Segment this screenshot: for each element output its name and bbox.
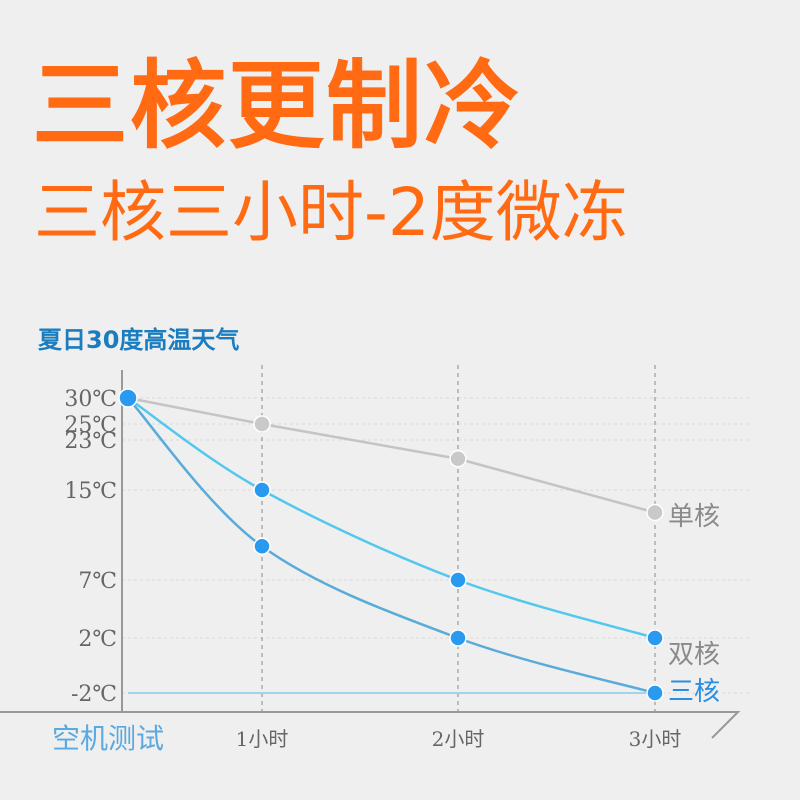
y-tick-label: 7℃ — [78, 569, 117, 594]
data-point — [449, 450, 467, 468]
y-tick-label: 2℃ — [78, 627, 117, 652]
y-axis-labels: 30℃25℃23℃ 15℃ 7℃ 2℃ -2℃ — [64, 387, 117, 707]
chart-grid — [122, 365, 752, 712]
x-axis-labels: 1小时 2小时 3小时 — [236, 727, 682, 751]
data-point-start — [118, 388, 138, 408]
series-label: 单核 — [668, 502, 720, 532]
x-axis-title: 空机测试 — [52, 722, 164, 755]
series-line-1 — [127, 396, 656, 640]
chart-axes — [0, 370, 741, 739]
x-axis-line — [0, 711, 741, 739]
data-point — [253, 537, 271, 555]
series-label: 双核 — [668, 640, 720, 670]
x-tick-label: 1小时 — [236, 727, 289, 751]
data-point — [646, 503, 664, 522]
chart-title: 夏日30度高温天气 — [38, 326, 240, 354]
headline: 三核更制冷 — [32, 50, 522, 162]
series-line-0 — [127, 396, 656, 514]
data-point — [646, 684, 664, 702]
series-label: 三核 — [668, 677, 720, 707]
x-tick-label: 3小时 — [629, 727, 682, 751]
data-point — [253, 415, 271, 433]
x-tick-label: 2小时 — [432, 727, 485, 751]
data-point — [449, 629, 467, 647]
y-tick-label: 23℃ — [64, 429, 117, 454]
data-point — [646, 629, 664, 647]
y-tick-label: 15℃ — [64, 479, 117, 504]
series-line-2 — [127, 397, 656, 695]
y-tick-label: 30℃ — [64, 387, 117, 412]
y-tick-label: -2℃ — [71, 682, 117, 707]
data-point — [253, 481, 271, 499]
chart-series — [118, 388, 664, 702]
y-tick-label: 25℃ — [64, 413, 117, 438]
data-point — [449, 571, 467, 589]
subheadline: 三核三小时-2度微冻 — [34, 174, 628, 251]
